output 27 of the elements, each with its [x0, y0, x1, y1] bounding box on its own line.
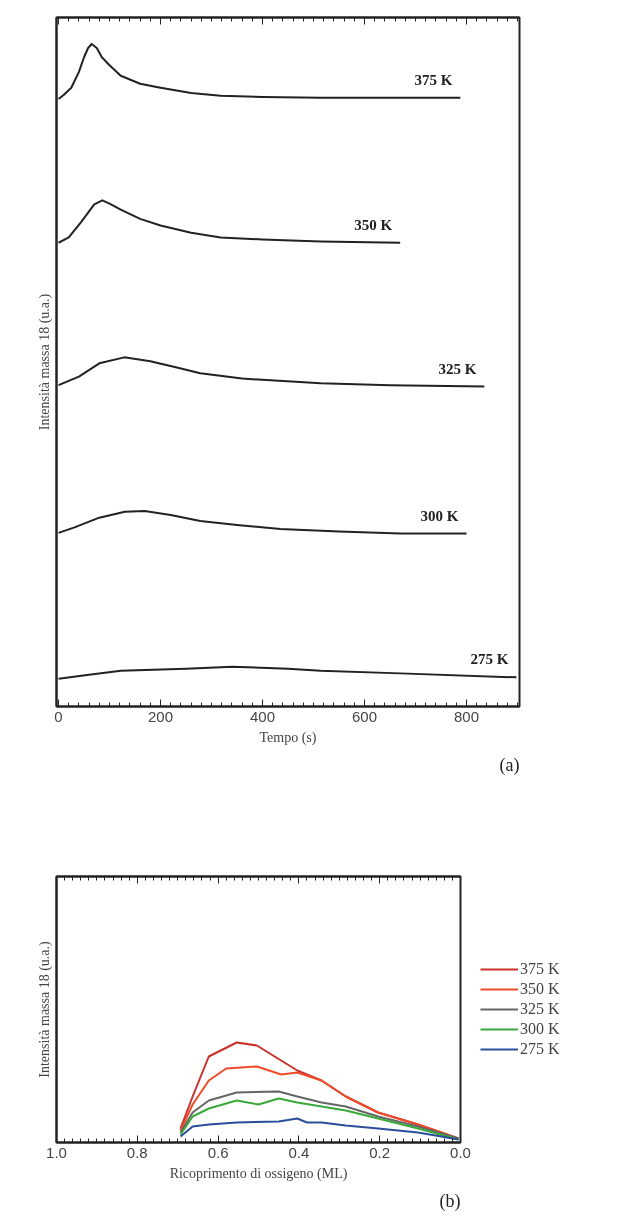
x-tick-label: 0.4	[288, 1143, 310, 1161]
legend-label: 350 K	[520, 980, 560, 998]
x-tick-label: 0.0	[450, 1143, 471, 1161]
legend-label: 300 K	[520, 1020, 560, 1038]
x-tick-label: 400	[249, 707, 276, 725]
y-axis-title: Intensità massa 18 (u.a.)	[36, 293, 53, 431]
legend-label: 375 K	[520, 960, 560, 978]
x-tick-label: 0.2	[369, 1143, 391, 1161]
x-tick-label: 0.8	[126, 1143, 148, 1161]
series-label: 375 K	[414, 71, 453, 88]
legend-label: 275 K	[520, 1040, 560, 1058]
text: (b)	[439, 1190, 461, 1212]
x-tick-label: 800	[453, 707, 479, 725]
text: (a)	[499, 754, 520, 776]
x-axis-title: Ricoprimento di ossigeno (ML)	[169, 1165, 348, 1182]
series-label: 275 K	[470, 651, 509, 668]
x-tick-label: 200	[148, 707, 174, 725]
series-label: 350 K	[354, 216, 393, 233]
y-axis-title: Intensità massa 18 (u.a.)	[36, 940, 53, 1078]
x-tick-label: 1.0	[46, 1143, 67, 1161]
series-label: 300 K	[420, 507, 459, 524]
series-label: 325 K	[438, 360, 477, 377]
x-tick-label: 0.6	[207, 1143, 229, 1161]
legend-label: 325 K	[520, 1000, 560, 1018]
x-tick-label: 0	[54, 707, 63, 725]
x-axis-title: Tempo (s)	[259, 729, 317, 746]
x-tick-label: 600	[351, 707, 377, 725]
